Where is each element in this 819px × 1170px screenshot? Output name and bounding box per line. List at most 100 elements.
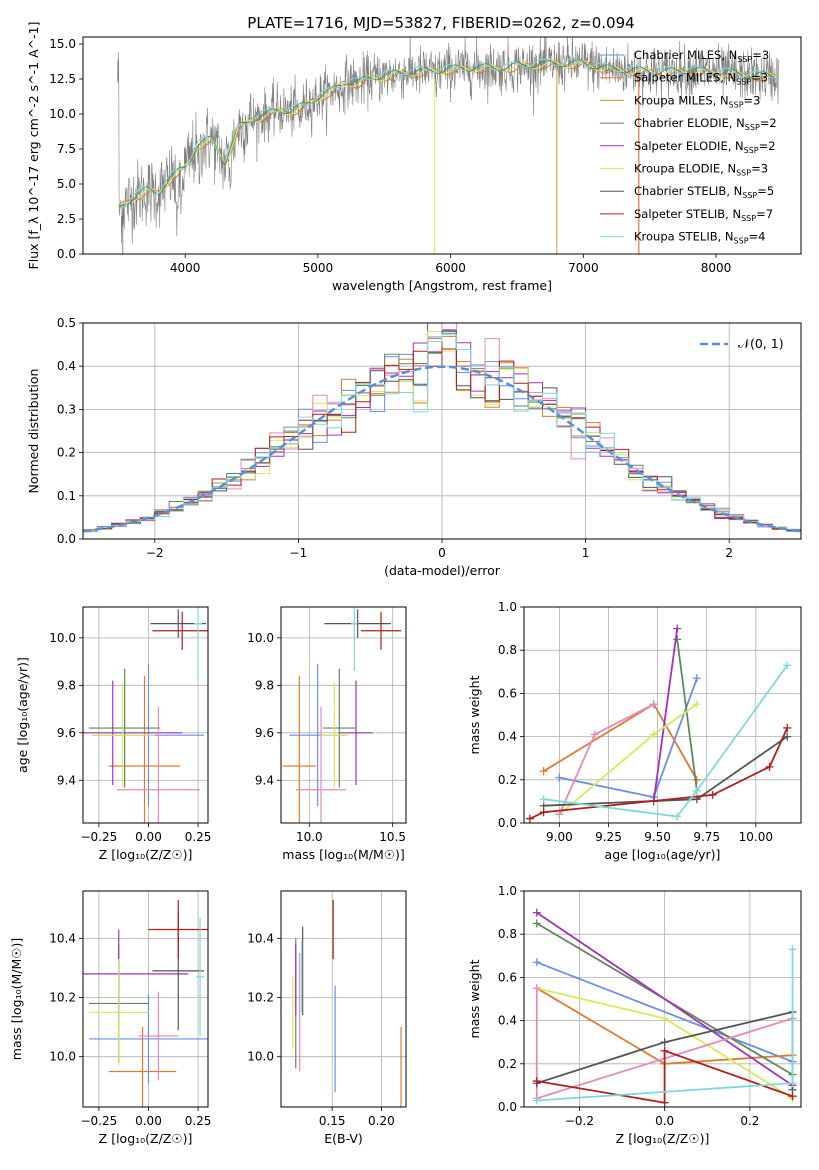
plot-area [524,891,801,1107]
y-tick-label: 9.6 [255,726,274,740]
mass-weight-marker [532,1096,541,1105]
axes-frame [82,322,802,540]
model-line [118,57,776,209]
y-tick-label: 9.6 [57,726,76,740]
y-axis-label: Flux [f_λ 10^-17 erg cm^-2 s^-1 A^-1] [26,22,41,270]
mass-weight-marker [525,814,534,823]
legend-entry: Salpeter STELIB, NSSP=7 [634,207,773,223]
y-tick-label: 0.6 [498,970,517,984]
x-tick-label: 0.2 [740,1114,759,1128]
x-tick-label: 7000 [568,261,599,275]
y-tick-label: 0.8 [498,927,517,941]
mass-weight-marker [783,732,792,741]
y-axis-label: mass weight [467,675,482,754]
y-tick-label: 9.4 [57,773,76,787]
axes-frame [82,36,802,255]
spectrum-legend: Chabrier MILES, NSSP=3 Salpeter MILES, NS… [600,48,777,246]
mass-weight-marker [539,795,548,804]
plot-area [83,323,801,539]
mass-weight-marker [649,730,658,739]
x-axis-label: wavelength [Angstrom, rest frame] [332,278,552,293]
y-tick-label: 10.0 [49,631,76,645]
y-tick-label: 10.4 [247,931,274,945]
mass-weight-line [536,1049,793,1104]
y-tick-label: 0.2 [57,446,76,460]
y-tick-label: 0.2 [498,773,517,787]
mass-weight-marker [590,730,599,739]
legend-entry: Kroupa STELIB, NSSP=4 [634,230,765,246]
axes-frame [523,890,802,1108]
x-tick-label: 9.75 [693,830,720,844]
x-tick-label: 4000 [170,261,201,275]
mass-weight-marker [692,786,701,795]
panel-metallicity-vs-mass: −0.25 0.00 0.25 10.0 10.2 10.4 Z [log₁₀(Z/Z☉)]… [9,890,211,1146]
x-tick-label: 6000 [435,261,466,275]
y-tick-label: 0.5 [57,316,76,330]
x-tick-label: 9.50 [644,830,671,844]
axes-frame [82,890,209,1108]
y-tick-label: 0.4 [498,730,517,744]
mass-weight-line [543,735,788,807]
y-tick-label: 0.4 [57,359,76,373]
mass-weight-line [676,639,698,791]
mass-weight-marker [649,700,658,709]
legend-entry: Salpeter MILES, NSSP=3 [634,71,768,87]
y-tick-label: 9.8 [255,678,274,692]
y-tick-label: 0.8 [498,643,517,657]
x-tick-label: 0 [438,546,446,560]
y-tick-label: 5.0 [57,177,76,191]
mass-weight-marker [673,635,682,644]
mass-weight-marker [660,1098,669,1107]
x-tick-label: 0.20 [368,1114,395,1128]
y-tick-label: 9.8 [57,678,76,692]
y-tick-label: 10.0 [247,1050,274,1064]
legend-entry: Chabrier ELODIE, NSSP=2 [634,116,777,132]
x-tick-label: 0.25 [185,830,212,844]
y-tick-label: 0.0 [57,247,76,261]
y-tick-label: 1.0 [498,600,517,614]
y-tick-label: 0.2 [498,1057,517,1071]
axes-frame [82,606,209,824]
mass-weight-marker [692,674,701,683]
x-tick-label: 9.00 [546,830,573,844]
mass-weight-marker [783,661,792,670]
legend-entry: Chabrier MILES, NSSP=3 [634,48,769,64]
mass-weight-marker [660,1014,669,1023]
mass-weight-marker [532,984,541,993]
mass-weight-marker [788,1079,797,1088]
y-tick-label: 2.5 [57,212,76,226]
normal-curve [83,365,801,533]
mass-weight-line [536,911,794,1087]
x-tick-label: 1 [582,546,590,560]
axes-frame [523,606,802,824]
plot-area [281,607,406,823]
y-axis-label: mass [log₁₀(M/M☉)] [9,938,24,1060]
x-tick-label: 8000 [701,261,732,275]
x-axis-label: age [log₁₀(age/yr)] [605,847,721,862]
panel-metallicity-vs-mass-weight: −0.2 0.0 0.2 0.0 0.2 0.4 0.6 0.8 1.0 Z [log₁₀(Z/Z… [467,884,802,1146]
mass-weight-marker [532,1077,541,1086]
plot-area [524,607,801,823]
plot-area [83,891,208,1107]
x-tick-label: −1 [290,546,308,560]
mass-weight-marker [555,810,564,819]
y-axis-label: Normed distribution [26,369,41,494]
x-tick-label: 0.0 [655,1114,674,1128]
y-tick-label: 0.3 [57,402,76,416]
y-tick-label: 10.0 [49,1050,76,1064]
x-tick-label: −0.2 [565,1114,594,1128]
panel-residual-distribution: −2 −1 0 1 2 0.0 0.1 0.2 0.3 0.4 0.5 (data-model)/er… [26,316,802,578]
mass-weight-marker [539,767,548,776]
y-tick-label: 15.0 [49,37,76,51]
mass-weight-marker [660,1046,669,1055]
y-tick-label: 10.0 [247,631,274,645]
legend-entry: Kroupa MILES, NSSP=3 [634,93,760,109]
x-tick-label: 5000 [303,261,334,275]
mass-weight-line [559,677,698,799]
plot-area [281,891,406,1107]
mass-weight-marker [673,812,682,821]
x-axis-label: Z [log₁₀(Z/Z☉)] [99,847,193,862]
legend-entry: 𝒩(0, 1) [738,336,784,351]
x-tick-label: 2 [725,546,733,560]
x-tick-label: 0.00 [135,1114,162,1128]
